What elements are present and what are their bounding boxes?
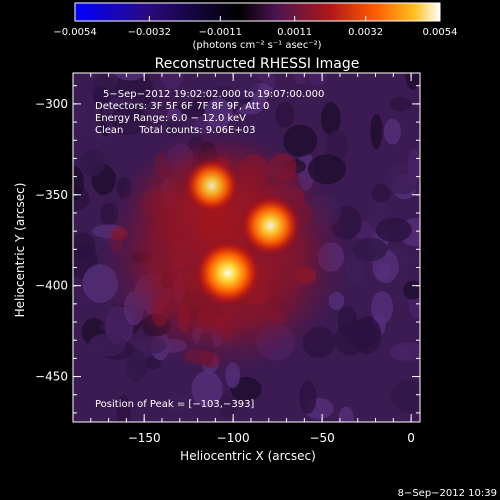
texture-blob [73, 165, 85, 201]
texture-blob [299, 380, 317, 414]
texture-blob [321, 102, 341, 136]
info-line-clean: Clean Total counts: 9.06E+03 [95, 125, 255, 136]
texture-blob [204, 98, 233, 129]
plot-title: Reconstructed RHESSI Image [155, 56, 360, 72]
texture-blob [370, 113, 383, 150]
x-tick-label: −100 [217, 431, 250, 445]
y-tick-label: −350 [35, 188, 68, 202]
texture-blob [126, 350, 147, 382]
texture-blob [390, 380, 420, 413]
x-axis-label: Heliocentric X (arcsec) [180, 449, 316, 463]
colorbar-ticks: −0.0054 −0.0032 −0.0011 0.0011 0.0032 0.0054 [53, 16, 458, 38]
axes: −150 −100 −50 0 −300 −350 −400 −450 [35, 73, 420, 445]
texture-blob [88, 333, 127, 357]
colorbar-tick-label: 0.0054 [423, 27, 458, 38]
texture-blob [166, 117, 183, 138]
y-tick-label: −300 [35, 97, 68, 111]
texture-blob [115, 73, 145, 81]
texture-blob [371, 183, 391, 203]
plot-frame [72, 72, 421, 423]
colorbar-tick-label: −0.0054 [53, 27, 96, 38]
info-line-time: 5−Sep−2012 19:02:02.000 to 19:07:00.000 [103, 89, 324, 100]
y-tick-label: −400 [35, 279, 68, 293]
info-line-detectors: Detectors: 3F 5F 6F 7F 8F 9F, Att 0 [95, 101, 269, 112]
texture-blob [73, 232, 96, 261]
footer-timestamp: 8−Sep−2012 10:39 [398, 488, 497, 499]
texture-blob [308, 73, 328, 86]
texture-blob [326, 130, 348, 162]
texture-blob [93, 86, 111, 108]
texture-blob [111, 104, 147, 135]
x-tick-label: −50 [309, 431, 334, 445]
texture-blob [389, 342, 420, 361]
texture-blob [293, 73, 307, 85]
texture-blob [283, 124, 318, 157]
x-tick-label: −150 [128, 431, 161, 445]
x-ray-sources [183, 157, 302, 307]
x-ray-source [183, 157, 240, 214]
texture-blob [162, 396, 192, 413]
colorbar-tick-label: −0.0011 [199, 27, 242, 38]
colorbar [74, 2, 441, 22]
colorbar-tick-label: 0.0011 [277, 27, 312, 38]
y-axis-label: Heliocentric Y (arcsec) [13, 183, 27, 318]
peak-position-label: Position of Peak = [−103,−393] [95, 399, 254, 410]
x-tick-label: 0 [407, 431, 415, 445]
solar-image [73, 73, 420, 422]
texture-blob [79, 149, 106, 177]
texture-blob [334, 323, 369, 356]
texture-blob [375, 217, 412, 243]
x-ray-source [239, 194, 302, 257]
texture-blob [353, 237, 388, 262]
texture-blob [175, 101, 207, 119]
texture-blob [159, 73, 184, 90]
texture-blob [116, 394, 131, 422]
texture-blob [275, 101, 295, 128]
colorbar-units-label: (photons cm⁻² s⁻¹ asec⁻²) [192, 40, 321, 51]
texture-blob [338, 406, 354, 422]
texture-blob [345, 251, 366, 287]
texture-blob [389, 97, 412, 112]
observation-info: 5−Sep−2012 19:02:02.000 to 19:07:00.000 … [95, 89, 324, 136]
texture-blob [403, 280, 420, 300]
info-line-energy: Energy Range: 6.0 − 12.0 keV [95, 113, 246, 124]
texture-blob [371, 291, 394, 324]
texture-blob [144, 356, 162, 370]
y-tick-label: −450 [35, 370, 68, 384]
texture-blob [407, 148, 420, 183]
colorbar-tick-label: 0.0032 [348, 27, 383, 38]
texture-blob [73, 105, 89, 132]
texture-blob [230, 73, 259, 100]
colorbar-tick-label: −0.0032 [128, 27, 171, 38]
texture-blob [383, 118, 402, 145]
texture-blob [218, 394, 236, 419]
x-ray-source [193, 238, 262, 307]
texture-blob [191, 371, 223, 408]
